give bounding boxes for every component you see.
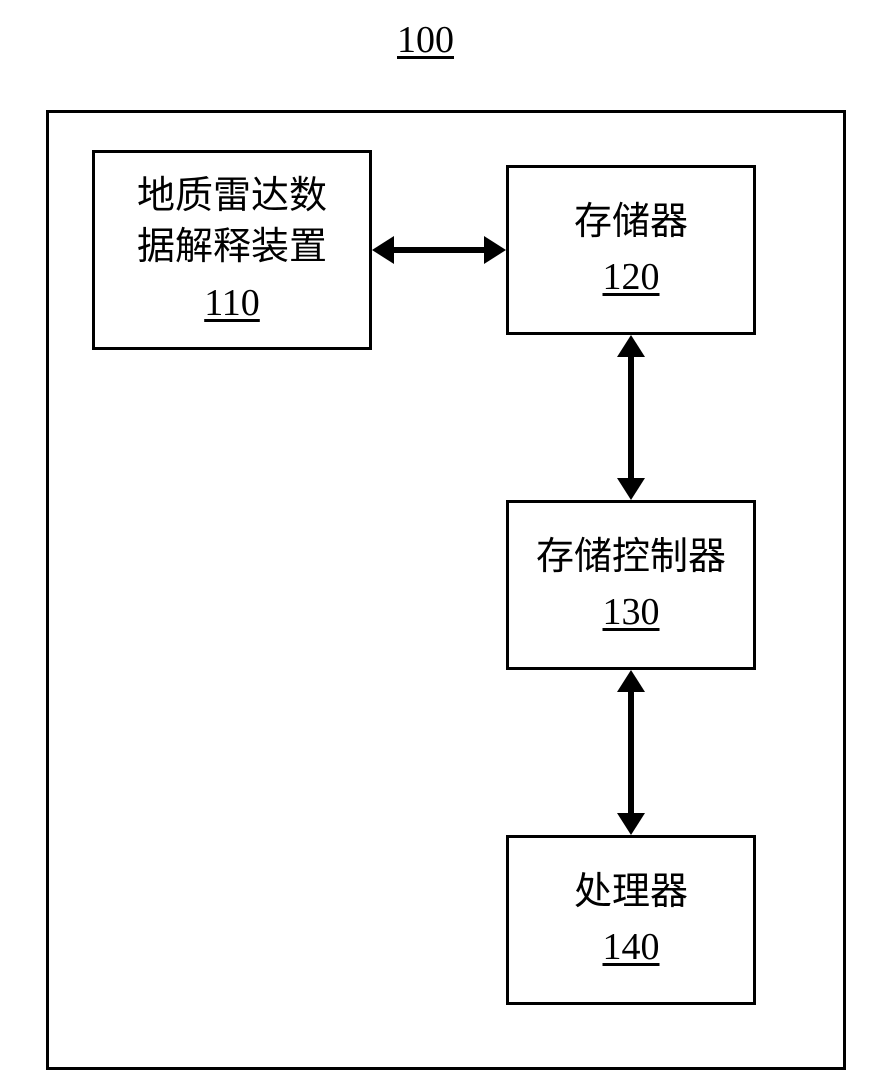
node-number: 130 bbox=[603, 587, 660, 638]
node-label-line: 地质雷达数 bbox=[137, 171, 327, 222]
node-number: 140 bbox=[603, 922, 660, 973]
node-label-line: 存储器 bbox=[574, 197, 688, 248]
node-n140: 处理器140 bbox=[506, 835, 756, 1005]
node-n120: 存储器120 bbox=[506, 165, 756, 335]
node-n110: 地质雷达数据解释装置110 bbox=[92, 150, 372, 350]
node-label-line: 处理器 bbox=[574, 867, 688, 918]
diagram-title: 100 bbox=[397, 18, 454, 62]
diagram-canvas: 100 地质雷达数据解释装置110 存储器120 存储控制器130 处理器140 bbox=[0, 0, 894, 1091]
node-number: 110 bbox=[204, 278, 260, 329]
node-n130: 存储控制器130 bbox=[506, 500, 756, 670]
node-label-line: 存储控制器 bbox=[536, 532, 726, 583]
node-label-line: 据解释装置 bbox=[137, 222, 327, 273]
node-number: 120 bbox=[603, 252, 660, 303]
